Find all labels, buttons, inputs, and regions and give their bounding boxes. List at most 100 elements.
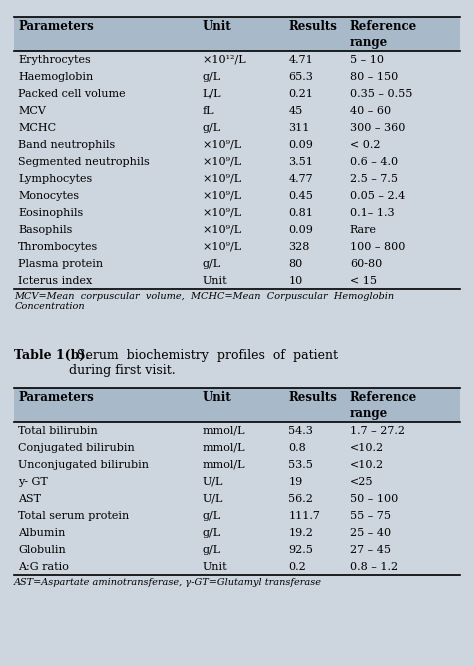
- Text: < 0.2: < 0.2: [350, 140, 380, 150]
- Text: 54.3: 54.3: [288, 426, 313, 436]
- Text: g/L: g/L: [203, 527, 221, 537]
- Text: 65.3: 65.3: [288, 72, 313, 82]
- Text: Eosinophils: Eosinophils: [18, 208, 83, 218]
- Text: 0.09: 0.09: [288, 224, 313, 234]
- Text: ×10⁹/L: ×10⁹/L: [203, 174, 242, 184]
- Text: 19.2: 19.2: [288, 527, 313, 537]
- Text: 45: 45: [288, 106, 302, 116]
- Text: 60-80: 60-80: [350, 258, 382, 268]
- Text: ×10⁹/L: ×10⁹/L: [203, 242, 242, 252]
- Text: 0.45: 0.45: [288, 190, 313, 200]
- Text: mmol/L: mmol/L: [203, 460, 246, 470]
- Text: g/L: g/L: [203, 545, 221, 555]
- Text: g/L: g/L: [203, 123, 221, 133]
- Bar: [14, 388, 460, 422]
- Text: 311: 311: [288, 123, 310, 133]
- Text: Band neutrophils: Band neutrophils: [18, 140, 115, 150]
- Text: fL: fL: [203, 106, 214, 116]
- Text: 0.6 – 4.0: 0.6 – 4.0: [350, 157, 398, 166]
- Text: Segmented neutrophils: Segmented neutrophils: [18, 157, 150, 166]
- Text: 40 – 60: 40 – 60: [350, 106, 391, 116]
- Text: Rare: Rare: [350, 224, 377, 234]
- Text: Thrombocytes: Thrombocytes: [18, 242, 98, 252]
- Text: g/L: g/L: [203, 511, 221, 521]
- Text: MCV: MCV: [18, 106, 46, 116]
- Text: Basophils: Basophils: [18, 224, 73, 234]
- Text: Results: Results: [288, 20, 337, 33]
- Text: Globulin: Globulin: [18, 545, 66, 555]
- Text: U/L: U/L: [203, 477, 223, 487]
- Text: ×10⁹/L: ×10⁹/L: [203, 208, 242, 218]
- Text: 300 – 360: 300 – 360: [350, 123, 405, 133]
- Text: 111.7: 111.7: [288, 511, 320, 521]
- Text: Serum  biochemistry  profiles  of  patient
during first visit.: Serum biochemistry profiles of patient d…: [69, 349, 338, 377]
- Text: ×10¹²/L: ×10¹²/L: [203, 55, 246, 65]
- Text: 0.05 – 2.4: 0.05 – 2.4: [350, 190, 405, 200]
- Text: Reference
range: Reference range: [350, 20, 417, 49]
- Text: Parameters: Parameters: [18, 391, 94, 404]
- Text: Unconjugated bilirubin: Unconjugated bilirubin: [18, 460, 149, 470]
- Text: 50 – 100: 50 – 100: [350, 494, 398, 503]
- Text: 4.71: 4.71: [288, 55, 313, 65]
- Text: MCV=Mean  corpuscular  volume,  MCHC=Mean  Corpuscular  Hemoglobin
Concentration: MCV=Mean corpuscular volume, MCHC=Mean C…: [14, 292, 394, 311]
- Text: 56.2: 56.2: [288, 494, 313, 503]
- Text: 0.1– 1.3: 0.1– 1.3: [350, 208, 394, 218]
- Text: ×10⁹/L: ×10⁹/L: [203, 157, 242, 166]
- Text: 80: 80: [288, 258, 302, 268]
- Text: Unit: Unit: [203, 20, 232, 33]
- Text: Haemoglobin: Haemoglobin: [18, 72, 93, 82]
- Text: < 15: < 15: [350, 276, 377, 286]
- Text: Reference
range: Reference range: [350, 391, 417, 420]
- Text: 92.5: 92.5: [288, 545, 313, 555]
- Text: 328: 328: [288, 242, 310, 252]
- Text: Results: Results: [288, 391, 337, 404]
- Text: 55 – 75: 55 – 75: [350, 511, 391, 521]
- Text: A:G ratio: A:G ratio: [18, 561, 69, 571]
- Text: 19: 19: [288, 477, 302, 487]
- Text: Unit: Unit: [203, 276, 228, 286]
- Text: U/L: U/L: [203, 494, 223, 503]
- Text: Icterus index: Icterus index: [18, 276, 92, 286]
- Text: 0.21: 0.21: [288, 89, 313, 99]
- Text: 0.8 – 1.2: 0.8 – 1.2: [350, 561, 398, 571]
- Text: ×10⁹/L: ×10⁹/L: [203, 224, 242, 234]
- Text: 4.77: 4.77: [288, 174, 313, 184]
- Text: Plasma protein: Plasma protein: [18, 258, 103, 268]
- Text: mmol/L: mmol/L: [203, 443, 246, 453]
- Text: MCHC: MCHC: [18, 123, 56, 133]
- Text: 53.5: 53.5: [288, 460, 313, 470]
- Text: <10.2: <10.2: [350, 460, 384, 470]
- Text: Packed cell volume: Packed cell volume: [18, 89, 126, 99]
- Text: Total serum protein: Total serum protein: [18, 511, 129, 521]
- Text: 100 – 800: 100 – 800: [350, 242, 405, 252]
- Text: 0.35 – 0.55: 0.35 – 0.55: [350, 89, 412, 99]
- Text: L/L: L/L: [203, 89, 221, 99]
- Text: Conjugated bilirubin: Conjugated bilirubin: [18, 443, 135, 453]
- Text: 0.8: 0.8: [288, 443, 306, 453]
- Text: Lymphocytes: Lymphocytes: [18, 174, 92, 184]
- Text: mmol/L: mmol/L: [203, 426, 246, 436]
- Text: Unit: Unit: [203, 561, 228, 571]
- Text: ×10⁹/L: ×10⁹/L: [203, 140, 242, 150]
- Text: 0.09: 0.09: [288, 140, 313, 150]
- Text: AST=Aspartate aminotransferase, γ-GT=Glutamyl transferase: AST=Aspartate aminotransferase, γ-GT=Glu…: [14, 577, 322, 587]
- Text: 2.5 – 7.5: 2.5 – 7.5: [350, 174, 398, 184]
- Text: <10.2: <10.2: [350, 443, 384, 453]
- Text: 10: 10: [288, 276, 302, 286]
- Text: Table 1(b).: Table 1(b).: [14, 349, 90, 362]
- Text: g/L: g/L: [203, 258, 221, 268]
- Text: 25 – 40: 25 – 40: [350, 527, 391, 537]
- Text: 80 – 150: 80 – 150: [350, 72, 398, 82]
- Text: y- GT: y- GT: [18, 477, 48, 487]
- Text: g/L: g/L: [203, 72, 221, 82]
- Text: 0.81: 0.81: [288, 208, 313, 218]
- Text: <25: <25: [350, 477, 374, 487]
- Text: Albumin: Albumin: [18, 527, 65, 537]
- Text: Parameters: Parameters: [18, 20, 94, 33]
- Text: Erythrocytes: Erythrocytes: [18, 55, 91, 65]
- Text: 5 – 10: 5 – 10: [350, 55, 384, 65]
- Text: 1.7 – 27.2: 1.7 – 27.2: [350, 426, 405, 436]
- Text: Monocytes: Monocytes: [18, 190, 79, 200]
- Text: 3.51: 3.51: [288, 157, 313, 166]
- Text: 27 – 45: 27 – 45: [350, 545, 391, 555]
